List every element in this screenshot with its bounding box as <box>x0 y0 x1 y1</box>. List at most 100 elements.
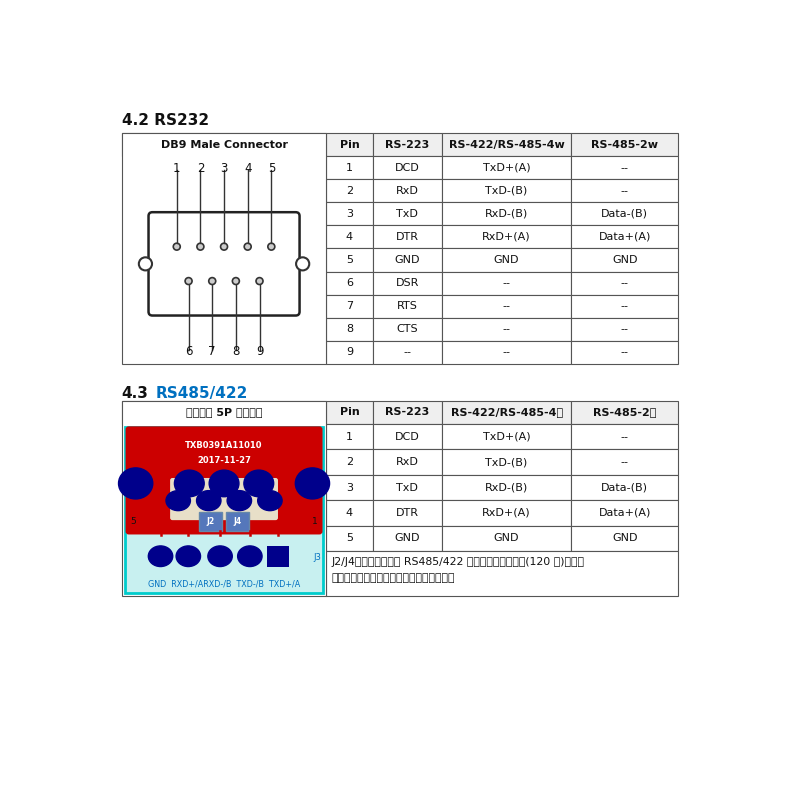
FancyBboxPatch shape <box>126 426 322 534</box>
Bar <box>326 424 373 450</box>
Text: DCD: DCD <box>394 432 419 442</box>
Text: 1: 1 <box>173 162 181 175</box>
Circle shape <box>209 278 216 285</box>
Text: RxD: RxD <box>396 186 418 196</box>
Bar <box>571 475 678 500</box>
Text: 5: 5 <box>346 255 353 265</box>
Bar <box>373 294 442 318</box>
Text: 6: 6 <box>346 278 353 288</box>
Text: --: -- <box>621 302 629 311</box>
Text: J2: J2 <box>206 517 214 526</box>
Text: 4.2 RS232: 4.2 RS232 <box>122 113 209 128</box>
Bar <box>326 401 373 424</box>
Text: 7: 7 <box>209 345 216 358</box>
Ellipse shape <box>197 490 221 510</box>
Bar <box>373 424 442 450</box>
Text: J3: J3 <box>313 554 321 562</box>
Text: DTR: DTR <box>396 508 418 518</box>
Text: GND: GND <box>394 255 420 265</box>
Bar <box>326 551 678 596</box>
Text: 4: 4 <box>244 162 251 175</box>
Bar <box>326 271 373 294</box>
Text: Pin: Pin <box>339 407 359 418</box>
Bar <box>571 202 678 226</box>
Bar <box>266 546 289 566</box>
Bar <box>571 133 678 156</box>
Text: --: -- <box>403 347 411 358</box>
Text: DB9 Male Connector: DB9 Male Connector <box>161 139 287 150</box>
Circle shape <box>185 278 192 285</box>
Text: GND: GND <box>612 534 638 543</box>
Bar <box>326 450 373 475</box>
Bar <box>571 318 678 341</box>
Text: 1: 1 <box>346 162 353 173</box>
Ellipse shape <box>244 470 274 497</box>
Text: RxD: RxD <box>396 457 418 467</box>
Bar <box>571 271 678 294</box>
Text: --: -- <box>502 302 510 311</box>
Bar <box>326 202 373 226</box>
Bar <box>442 318 571 341</box>
Text: RxD+(A): RxD+(A) <box>482 508 531 518</box>
Circle shape <box>256 278 263 285</box>
Bar <box>326 341 373 364</box>
Bar <box>373 202 442 226</box>
Text: Data-(B): Data-(B) <box>602 482 648 493</box>
Bar <box>571 500 678 526</box>
Bar <box>373 179 442 202</box>
Bar <box>326 294 373 318</box>
Text: GND: GND <box>612 255 638 265</box>
Text: --: -- <box>621 278 629 288</box>
Bar <box>326 475 373 500</box>
Text: 3: 3 <box>346 482 353 493</box>
Text: 2017-11-27: 2017-11-27 <box>197 456 251 465</box>
Text: RS-485-2w: RS-485-2w <box>591 139 658 150</box>
Bar <box>373 401 442 424</box>
Bar <box>122 401 326 596</box>
Bar <box>122 401 326 424</box>
Text: 转接小板 5P 连接端子: 转接小板 5P 连接端子 <box>186 407 262 418</box>
Bar <box>442 500 571 526</box>
Text: RS-223: RS-223 <box>385 139 430 150</box>
Text: 4.3: 4.3 <box>122 386 149 401</box>
Ellipse shape <box>227 490 251 510</box>
Bar <box>122 133 326 364</box>
Bar <box>442 226 571 249</box>
Bar <box>373 475 442 500</box>
Text: RS-422/RS-485-4线: RS-422/RS-485-4线 <box>450 407 562 418</box>
Text: CTS: CTS <box>396 324 418 334</box>
Text: TxD-(B): TxD-(B) <box>486 186 528 196</box>
Bar <box>442 424 571 450</box>
Circle shape <box>139 258 152 270</box>
Bar <box>326 156 373 179</box>
Bar <box>373 249 442 271</box>
Bar <box>442 202 571 226</box>
Bar <box>571 526 678 551</box>
Text: Pin: Pin <box>339 139 359 150</box>
Text: --: -- <box>621 457 629 467</box>
Bar <box>442 475 571 500</box>
Bar <box>226 512 249 530</box>
Text: 5: 5 <box>130 517 136 526</box>
Bar <box>373 450 442 475</box>
Ellipse shape <box>209 470 239 497</box>
Ellipse shape <box>238 546 262 566</box>
Text: RxD-(B): RxD-(B) <box>485 482 528 493</box>
Text: 1: 1 <box>346 432 353 442</box>
Bar <box>571 249 678 271</box>
FancyBboxPatch shape <box>149 212 299 315</box>
Bar <box>326 318 373 341</box>
Bar <box>326 500 373 526</box>
Text: Data-(B): Data-(B) <box>602 209 648 219</box>
Text: RxD+(A): RxD+(A) <box>482 232 531 242</box>
Bar <box>442 133 571 156</box>
Text: 1: 1 <box>312 517 318 526</box>
Bar <box>442 156 571 179</box>
Bar <box>122 133 326 156</box>
Text: DTR: DTR <box>396 232 418 242</box>
Ellipse shape <box>258 490 282 510</box>
Text: J2/J4：用于方便调试 RS485/422 时焊接终端匹配电阻(120 欧)配置，: J2/J4：用于方便调试 RS485/422 时焊接终端匹配电阻(120 欧)配… <box>331 558 584 567</box>
Bar <box>326 226 373 249</box>
Text: 3: 3 <box>346 209 353 219</box>
Text: 4: 4 <box>346 232 353 242</box>
